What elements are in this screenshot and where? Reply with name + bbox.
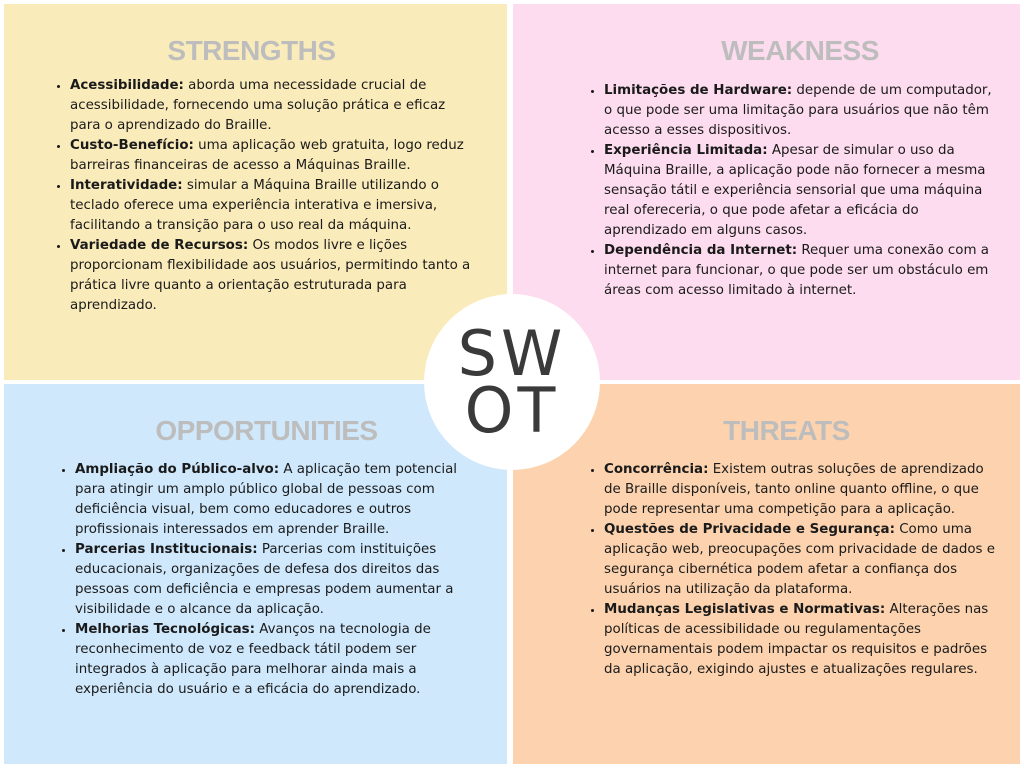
- strengths-item: Acessibilidade: aborda uma necessidade c…: [70, 76, 479, 136]
- weakness-title: WEAKNESS: [721, 35, 879, 66]
- swot-center-circle: SW OT: [424, 294, 600, 470]
- item-label: Custo-Benefício:: [70, 138, 194, 153]
- item-text: Existem outras soluções de aprendizado d…: [604, 462, 984, 517]
- item-text: Apesar de simular o uso da Máquina Brail…: [604, 143, 986, 238]
- strengths-item: Variedade de Recursos: Os modos livre e …: [70, 236, 479, 316]
- weakness-quadrant: WEAKNESS Limitações de Hardware: depende…: [513, 4, 1020, 380]
- threats-item: Concorrência: Existem outras soluções de…: [604, 460, 1004, 520]
- item-text: Parcerias com instituições educacionais,…: [75, 542, 454, 617]
- item-label: Variedade de Recursos:: [70, 238, 249, 253]
- item-text: Requer uma conexão com a internet para f…: [604, 243, 989, 298]
- item-label: Questões de Privacidade e Segurança:: [604, 522, 895, 537]
- weakness-item: Limitações de Hardware: depende de um co…: [604, 81, 1004, 141]
- threats-item: Questões de Privacidade e Segurança: Com…: [604, 520, 1004, 600]
- strengths-title: STRENGTHS: [167, 35, 336, 66]
- opportunities-quadrant: OPPORTUNITIES Ampliação do Público-alvo:…: [4, 384, 507, 764]
- strengths-quadrant: STRENGTHS Acessibilidade: aborda uma nec…: [4, 4, 507, 380]
- threats-item: Mudanças Legislativas e Normativas: Alte…: [604, 600, 1004, 680]
- opportunities-title: OPPORTUNITIES: [155, 415, 378, 446]
- weakness-list: Limitações de Hardware: depende de um co…: [585, 81, 1004, 301]
- opportunities-item: Melhorias Tecnológicas: Avanços na tecno…: [75, 620, 489, 700]
- item-label: Interatividade:: [70, 178, 183, 193]
- item-label: Concorrência:: [604, 462, 709, 477]
- swot-label-top: SW: [457, 317, 567, 390]
- item-text: Os modos livre e lições proporcionam fle…: [70, 238, 471, 313]
- item-label: Limitações de Hardware:: [604, 83, 793, 98]
- swot-label-bottom: OT: [464, 374, 560, 447]
- strengths-list: Acessibilidade: aborda uma necessidade c…: [51, 76, 479, 316]
- threats-title: THREATS: [723, 415, 850, 446]
- item-label: Experiência Limitada:: [604, 143, 768, 158]
- threats-quadrant: THREATS Concorrência: Existem outras sol…: [513, 384, 1020, 764]
- weakness-item: Dependência da Internet: Requer uma cone…: [604, 241, 1004, 301]
- opportunities-list: Ampliação do Público-alvo: A aplicação t…: [56, 460, 489, 700]
- strengths-item: Interatividade: simular a Máquina Braill…: [70, 176, 479, 236]
- item-text: aborda uma necessidade crucial de acessi…: [70, 78, 446, 133]
- threats-list: Concorrência: Existem outras soluções de…: [585, 460, 1004, 680]
- item-label: Mudanças Legislativas e Normativas:: [604, 602, 886, 617]
- item-text: depende de um computador, o que pode ser…: [604, 83, 992, 138]
- item-label: Ampliação do Público-alvo:: [75, 462, 280, 477]
- opportunities-item: Ampliação do Público-alvo: A aplicação t…: [75, 460, 489, 540]
- opportunities-item: Parcerias Institucionais: Parcerias com …: [75, 540, 489, 620]
- item-label: Parcerias Institucionais:: [75, 542, 258, 557]
- strengths-item: Custo-Benefício: uma aplicação web gratu…: [70, 136, 479, 176]
- item-label: Acessibilidade:: [70, 78, 184, 93]
- item-text: uma aplicação web gratuita, logo reduz b…: [70, 138, 464, 173]
- item-label: Dependência da Internet:: [604, 243, 798, 258]
- weakness-item: Experiência Limitada: Apesar de simular …: [604, 141, 1004, 241]
- item-text: Como uma aplicação web, preocupações com…: [604, 522, 996, 597]
- item-text: Avanços na tecnologia de reconhecimento …: [75, 622, 431, 697]
- item-label: Melhorias Tecnológicas:: [75, 622, 255, 637]
- item-text: Alterações nas políticas de acessibilida…: [604, 602, 989, 677]
- item-text: A aplicação tem potencial para atingir u…: [75, 462, 457, 537]
- item-text: simular a Máquina Braille utilizando o t…: [70, 178, 439, 233]
